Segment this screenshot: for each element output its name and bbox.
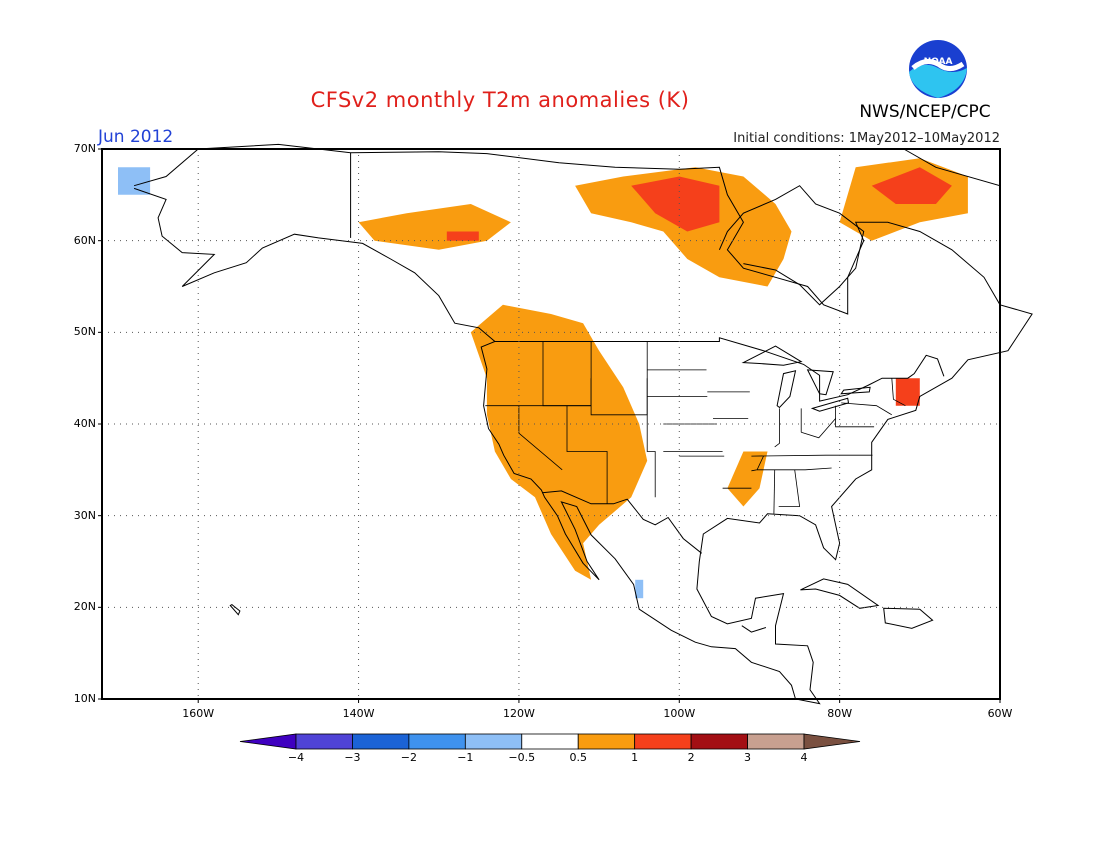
cuba-coast <box>800 578 880 609</box>
state-border-3 <box>518 405 563 471</box>
colorbar-label-7: 2 <box>687 751 695 764</box>
colorbar-segment-7 <box>634 733 692 750</box>
colorbar-label-2: −2 <box>400 751 417 764</box>
state-border-20 <box>774 408 780 448</box>
colorbar-label-4: −0.5 <box>508 751 536 764</box>
lon-label-120W: 120W <box>502 707 535 720</box>
state-border-22 <box>835 405 875 428</box>
country-border-2 <box>494 337 945 402</box>
state-border-18 <box>778 469 801 507</box>
anomaly-alaska-yukon <box>358 204 511 250</box>
great-lake-2 <box>776 370 797 409</box>
lat-label-10N: 10N <box>73 692 96 705</box>
colorbar-segment-5 <box>521 733 579 750</box>
anomaly-baffin-labrador-core <box>871 167 952 204</box>
colorbar-high-arrow <box>803 733 861 750</box>
lon-label-140W: 140W <box>342 707 375 720</box>
colorbar-label-8: 3 <box>744 751 752 764</box>
forecast-month: Jun 2012 <box>98 127 174 147</box>
colorbar-segment-1 <box>295 733 353 750</box>
country-border-3 <box>542 490 703 554</box>
anomaly-alaska-yukon-core <box>446 231 479 241</box>
state-border-23 <box>801 418 836 439</box>
state-border-16 <box>757 467 832 471</box>
anomaly-mexico-interior <box>635 579 644 599</box>
noaa-logo-text: NOAA <box>924 57 953 67</box>
colorbar-label-5: 0.5 <box>569 751 587 764</box>
lat-label-30N: 30N <box>73 508 96 522</box>
initial-conditions: Initial conditions: 1May2012–10May2012 <box>733 131 1000 146</box>
hawaii-coast <box>229 603 241 616</box>
state-border-19 <box>751 455 764 472</box>
state-border-6 <box>646 341 656 498</box>
colorbar-label-3: −1 <box>457 751 474 764</box>
lat-label-60N: 60N <box>73 233 96 247</box>
colorbar-label-6: 1 <box>631 751 639 764</box>
lon-label-160W: 160W <box>182 707 215 720</box>
great-lake-1 <box>741 345 803 366</box>
colorbar-label-0: −4 <box>287 751 305 764</box>
state-border-24 <box>841 402 893 416</box>
colorbar-segment-6 <box>577 733 636 750</box>
colorbar-segment-3 <box>408 733 466 750</box>
state-border-17 <box>773 469 776 514</box>
agency-label: NWS/NCEP/CPC <box>859 102 991 122</box>
map-title: CFSv2 monthly T2m anomalies (K) <box>310 88 690 112</box>
colorbar-label-1: −3 <box>344 751 361 764</box>
lat-label-70N: 70N <box>73 142 96 155</box>
lat-label-40N: 40N <box>73 417 96 430</box>
great-lake-4 <box>810 397 850 412</box>
anomaly-alaska-west <box>118 167 151 195</box>
noaa-logo: NOAA <box>893 38 983 104</box>
anomaly-western-us-outer <box>470 304 648 580</box>
state-border-15 <box>751 454 873 457</box>
anomaly-new-england <box>895 378 920 406</box>
lat-label-50N: 50N <box>73 325 96 339</box>
state-border-4 <box>566 405 608 504</box>
lon-label-60W: 60W <box>987 707 1013 720</box>
country-border-4 <box>741 625 767 633</box>
colorbar-segment-9 <box>747 733 805 750</box>
hispaniola-coast <box>883 607 934 629</box>
colorbar-low-arrow <box>239 733 297 750</box>
hudson-bay-coast <box>718 185 865 306</box>
state-border-25 <box>891 378 906 407</box>
colorbar-segment-8 <box>690 733 748 750</box>
anomaly-gulf-coast <box>727 451 768 507</box>
lat-label-20N: 20N <box>73 600 96 614</box>
colorbar-segment-2 <box>352 733 410 750</box>
lon-label-100W: 100W <box>663 707 696 720</box>
lon-label-80W: 80W <box>827 707 853 720</box>
colorbar-label-9: 4 <box>800 751 808 764</box>
great-lake-3 <box>806 369 834 396</box>
colorbar-segment-4 <box>464 733 523 750</box>
great-lake-5 <box>840 386 871 395</box>
anomaly-hudson-bay-core <box>631 176 720 232</box>
